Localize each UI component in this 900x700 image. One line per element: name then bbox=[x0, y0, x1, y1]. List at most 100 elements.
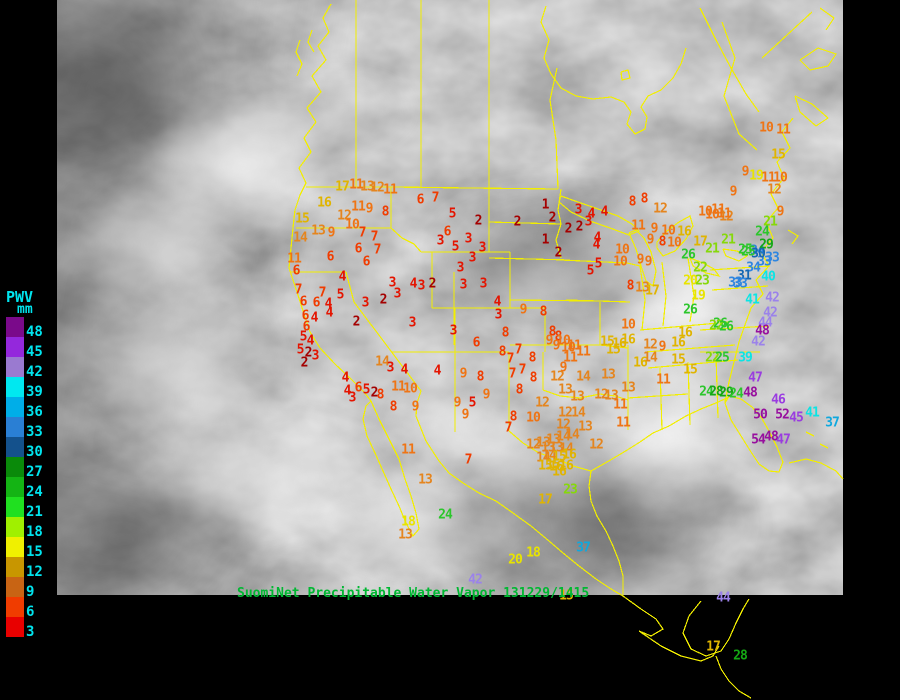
legend-swatch bbox=[6, 577, 24, 597]
station-value: 4 bbox=[587, 206, 596, 222]
legend-swatch bbox=[6, 537, 24, 557]
station-value: 3 bbox=[449, 323, 458, 339]
station-value: 5 bbox=[594, 256, 603, 272]
station-value: 8 bbox=[476, 369, 485, 385]
station-value: 16 bbox=[678, 325, 693, 341]
station-value: 8 bbox=[548, 324, 557, 340]
station-value: 13 bbox=[635, 280, 650, 296]
station-value: 13 bbox=[578, 419, 593, 435]
station-value: 3 bbox=[388, 275, 397, 291]
legend-entry: 33 bbox=[0, 417, 57, 440]
station-value: 4 bbox=[593, 230, 602, 246]
station-value: 2 bbox=[554, 245, 563, 261]
station-value: 13 bbox=[604, 388, 619, 404]
station-value: 7 bbox=[514, 342, 523, 358]
station-value: 15 bbox=[600, 334, 615, 350]
station-value: 9 bbox=[650, 221, 659, 237]
legend-swatch bbox=[6, 437, 24, 457]
station-value: 11 bbox=[567, 338, 582, 354]
station-value: 7 bbox=[370, 229, 379, 245]
station-value: 4 bbox=[433, 363, 442, 379]
station-value: 8 bbox=[554, 329, 563, 345]
station-value: 47 bbox=[748, 370, 763, 386]
station-value: 9 bbox=[729, 184, 738, 200]
station-value: 46 bbox=[771, 392, 786, 408]
station-value: 42 bbox=[468, 572, 483, 588]
station-value: 13 bbox=[360, 179, 375, 195]
station-value: 23 bbox=[695, 273, 710, 289]
station-value: 8 bbox=[529, 370, 538, 386]
legend-label: 9 bbox=[26, 584, 35, 600]
station-value: 8 bbox=[528, 350, 537, 366]
station-value: 25 bbox=[741, 244, 756, 260]
station-value: 10 bbox=[773, 170, 788, 186]
station-value: 11 bbox=[401, 442, 416, 458]
station-value: 2 bbox=[300, 355, 309, 371]
station-value: 54 bbox=[751, 432, 766, 448]
station-value: 7 bbox=[294, 282, 303, 298]
station-value: 11 bbox=[391, 379, 406, 395]
cloud-structure-layer bbox=[57, 0, 843, 595]
station-value: 6 bbox=[299, 294, 308, 310]
station-value: 9 bbox=[519, 302, 528, 318]
station-value: 19 bbox=[749, 168, 764, 184]
station-value: 14 bbox=[375, 354, 390, 370]
station-value: 3 bbox=[417, 278, 426, 294]
station-value: 17 bbox=[538, 492, 553, 508]
station-value: 30 bbox=[751, 246, 766, 262]
station-value: 12 bbox=[526, 437, 541, 453]
caption: SuomiNet Precipitable Water Vapor 131229… bbox=[237, 586, 590, 601]
station-value: 14 bbox=[643, 350, 658, 366]
station-value: 14 bbox=[576, 369, 591, 385]
station-value: 10 bbox=[556, 333, 571, 349]
station-value: 6 bbox=[354, 380, 363, 396]
station-value: 22 bbox=[693, 260, 708, 276]
station-value: 9 bbox=[658, 339, 667, 355]
station-value: 6 bbox=[416, 192, 425, 208]
coast-west bbox=[288, 3, 372, 402]
legend-swatch bbox=[6, 617, 24, 637]
station-value: 15 bbox=[552, 449, 567, 465]
legend-label: 18 bbox=[26, 524, 43, 540]
station-value: 34 bbox=[746, 260, 761, 276]
station-value: 45 bbox=[789, 410, 804, 426]
station-value: 7 bbox=[464, 452, 473, 468]
station-value: 15 bbox=[295, 211, 310, 227]
station-value: 2 bbox=[304, 345, 313, 361]
station-value: 13 bbox=[536, 435, 551, 451]
station-value: 11 bbox=[613, 397, 628, 413]
legend-entry: 30 bbox=[0, 437, 57, 460]
legend-label: 36 bbox=[26, 404, 43, 420]
station-value: 25 bbox=[738, 242, 753, 258]
station-value: 5 bbox=[451, 239, 460, 255]
station-value: 10 bbox=[403, 381, 418, 397]
legend-entry: 21 bbox=[0, 497, 57, 520]
legend-entry: 9 bbox=[0, 577, 57, 600]
station-value: 10 bbox=[698, 204, 713, 220]
station-value: 9 bbox=[459, 366, 468, 382]
legend-swatch bbox=[6, 417, 24, 437]
station-value: 19 bbox=[691, 288, 706, 304]
legend-swatch bbox=[6, 597, 24, 617]
legend-label: 33 bbox=[26, 424, 43, 440]
station-value: 8 bbox=[376, 387, 385, 403]
station-value: 8 bbox=[539, 304, 548, 320]
station-value: 31 bbox=[737, 268, 752, 284]
gulf-coast bbox=[652, 396, 730, 434]
legend-swatch bbox=[6, 557, 24, 577]
station-value: 10 bbox=[661, 223, 676, 239]
station-value: 12 bbox=[550, 369, 565, 385]
station-value: 5 bbox=[586, 263, 595, 279]
station-value: 11 bbox=[616, 415, 631, 431]
station-value: 8 bbox=[381, 204, 390, 220]
station-value: 29 bbox=[759, 237, 774, 253]
station-value: 6 bbox=[354, 241, 363, 257]
station-value: 18 bbox=[526, 545, 541, 561]
hudson-bay bbox=[540, 5, 687, 135]
station-value: 12 bbox=[535, 395, 550, 411]
legend-label: 39 bbox=[26, 384, 43, 400]
station-value: 11 bbox=[383, 182, 398, 198]
station-value: 21 bbox=[763, 214, 778, 230]
station-value: 13 bbox=[621, 380, 636, 396]
